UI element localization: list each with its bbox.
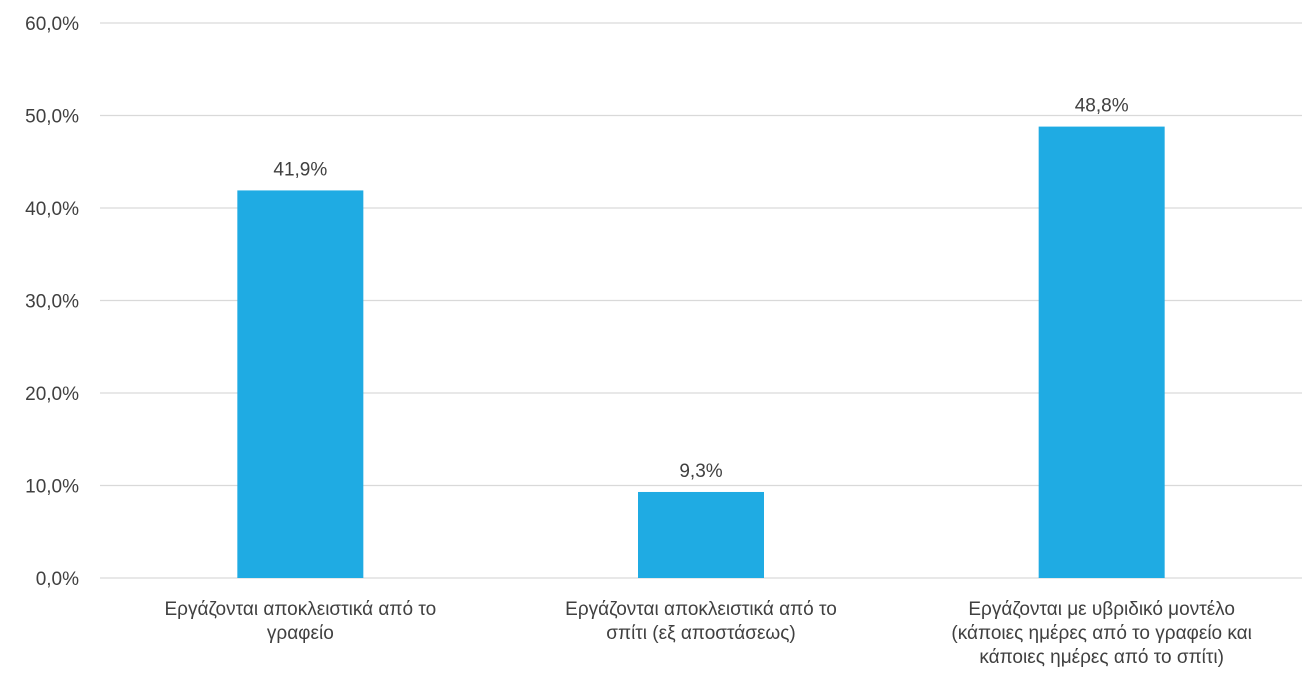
y-tick-label: 20,0% bbox=[25, 384, 79, 405]
y-axis-tick-labels: 0,0% 10,0% 20,0% 30,0% 40,0% 50,0% 60,0% bbox=[25, 14, 79, 590]
data-label: 48,8% bbox=[1075, 96, 1129, 117]
bar bbox=[237, 190, 364, 579]
y-tick-label: 60,0% bbox=[25, 14, 79, 35]
bars bbox=[237, 126, 1165, 579]
category-label-line: Εργάζονται με υβριδικό μοντέλο bbox=[968, 599, 1235, 620]
category-label: Εργάζονται αποκλειστικά από το σπίτι (εξ … bbox=[565, 599, 837, 644]
category-label-line: σπίτι (εξ αποστάσεως) bbox=[606, 623, 796, 644]
y-tick-label: 10,0% bbox=[25, 477, 79, 498]
y-tick-label: 40,0% bbox=[25, 199, 79, 220]
y-tick-label: 0,0% bbox=[36, 569, 79, 590]
x-axis-category-labels: Εργάζονται αποκλειστικά από το γραφείοΕργ… bbox=[164, 599, 1251, 668]
y-tick-label: 50,0% bbox=[25, 107, 79, 128]
bar bbox=[1038, 126, 1165, 578]
category-label-line: (κάποιες ημέρες από το γραφείο και bbox=[951, 623, 1251, 644]
category-label-line: Εργάζονται αποκλειστικά από το bbox=[565, 599, 837, 620]
category-label-line: γραφείο bbox=[267, 623, 334, 644]
data-label: 41,9% bbox=[273, 159, 327, 180]
data-label: 9,3% bbox=[679, 461, 722, 482]
data-labels: 41,9% 9,3% 48,8% bbox=[273, 96, 1128, 482]
y-tick-label: 30,0% bbox=[25, 292, 79, 313]
category-label-line: Εργάζονται αποκλειστικά από το bbox=[164, 599, 436, 620]
category-label: Εργάζονται αποκλειστικά από το γραφείο bbox=[164, 599, 436, 644]
category-label-line: κάποιες ημέρες από το σπίτι) bbox=[979, 647, 1224, 668]
category-label: Εργάζονται με υβριδικό μοντέλο (κάποιες η… bbox=[951, 599, 1251, 668]
bar bbox=[638, 491, 764, 578]
